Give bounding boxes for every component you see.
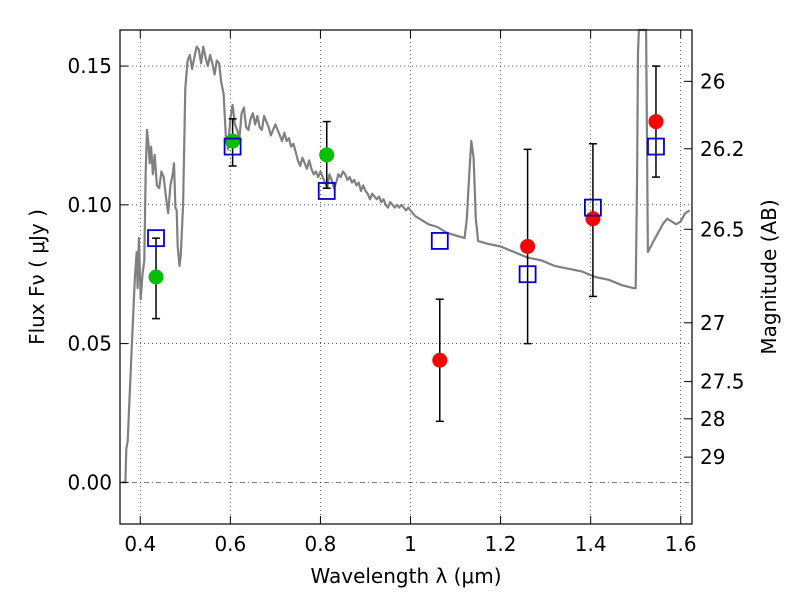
spectrum-line — [122, 28, 691, 484]
model-photometry-square — [647, 137, 665, 156]
x-tick-label: 1.4 — [575, 532, 607, 556]
x-tick-label: 1 — [404, 532, 417, 556]
observed_green-point — [319, 120, 335, 189]
observed_red-marker — [648, 114, 664, 130]
y-axis-title: Flux Fν ( μJy ) — [25, 209, 49, 345]
observed_green-marker — [225, 133, 241, 149]
observed_red-marker — [520, 238, 536, 254]
model-photometry-square — [584, 198, 602, 217]
plot-frame — [119, 29, 693, 525]
y-tick-label: 0.00 — [67, 470, 112, 494]
mag-tick-label: 26 — [700, 69, 725, 93]
mag-tick-label: 29 — [700, 445, 725, 469]
mag-tick-label: 28 — [700, 407, 725, 431]
model-photometry-square — [518, 265, 537, 284]
x-axis-title: Wavelength λ (μm) — [310, 564, 501, 588]
observed_red-point — [432, 298, 448, 423]
observed_green-marker — [148, 269, 164, 285]
y-tick-label: 0.10 — [67, 193, 112, 217]
model-photometry-square — [430, 232, 449, 250]
x-tick-label: 1.2 — [485, 532, 517, 556]
mag-tick-label: 27.5 — [700, 370, 745, 394]
model-photometry-square — [223, 137, 242, 156]
mag-tick-label: 27 — [700, 311, 725, 335]
model-photometry-square — [147, 229, 165, 248]
grid — [120, 30, 692, 524]
model-photometry-square — [317, 182, 336, 200]
observed_red-marker — [432, 352, 448, 368]
x-tick-label: 0.8 — [305, 532, 337, 556]
model-spectrum — [122, 28, 691, 484]
y-tick-label: 0.15 — [67, 54, 112, 78]
mag-tick-label: 26.2 — [700, 137, 745, 161]
mag-tick-label: 26.5 — [700, 217, 745, 241]
observed_green-marker — [319, 147, 335, 163]
x-tick-label: 0.4 — [124, 532, 156, 556]
observed_red-marker — [585, 211, 601, 227]
right-axis-title: Magnitude (AB) — [757, 199, 781, 354]
x-tick-label: 0.6 — [214, 532, 246, 556]
x-tick-label: 1.6 — [665, 532, 697, 556]
observed_green-point — [148, 237, 164, 320]
data-points — [147, 65, 665, 423]
axis-ticks: 0.4 0.6 0.8 1 1.2 1.4 1.6 0.00 0.05 0.10 0.15 26 26.… — [67, 30, 745, 556]
observed_red-point — [648, 65, 664, 178]
y-tick-label: 0.05 — [67, 332, 112, 356]
observed_red-point — [520, 148, 536, 345]
observed_green-point — [225, 118, 241, 167]
